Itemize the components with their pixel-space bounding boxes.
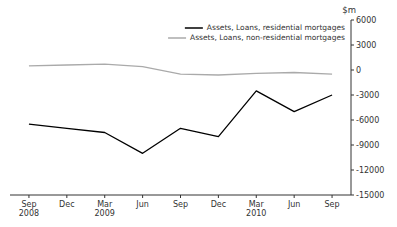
x-tick — [28, 195, 29, 198]
y-tick — [351, 120, 354, 121]
y-tick-label: 0 — [356, 66, 361, 75]
y-tick — [351, 45, 354, 46]
y-tick-label: -6000 — [356, 116, 379, 125]
y-tick — [351, 170, 354, 171]
y-tick-label: 3000 — [356, 41, 376, 50]
x-tick-label: Jun — [287, 200, 301, 209]
y-tick — [351, 20, 354, 21]
x-tick — [104, 195, 105, 198]
legend-swatch — [168, 37, 186, 39]
y-tick-label: -9000 — [356, 141, 379, 150]
y-tick-label: -3000 — [356, 91, 379, 100]
plot-area — [29, 64, 332, 153]
x-tick — [218, 195, 219, 198]
x-tick-label: Jun — [135, 200, 149, 209]
x-tick-label: Dec — [211, 200, 226, 209]
x-tick — [256, 195, 257, 198]
x-tick — [294, 195, 295, 198]
x-tick-label: Sep — [325, 200, 340, 209]
x-tick — [142, 195, 143, 198]
x-tick-label: Sep — [173, 200, 188, 209]
y-tick — [351, 145, 354, 146]
chart: -15000 -12000 -9000 -6000 -3000 0 3000 6000$m Se… — [0, 0, 397, 227]
legend-swatch — [185, 27, 203, 29]
legend-label: Assets, Loans, non-residential mortgages — [190, 33, 345, 42]
legend-label: Assets, Loans, residential mortgages — [207, 23, 345, 32]
x-tick — [332, 195, 333, 198]
legend: Assets, Loans, residential mortgagesAsse… — [168, 23, 345, 42]
y-tick — [351, 70, 354, 71]
x-tick-label: Mar2009 — [95, 200, 115, 218]
x-tick-label: Dec — [59, 200, 74, 209]
y-tick — [351, 95, 354, 96]
y-tick-label: -12000 — [356, 166, 384, 175]
x-tick — [66, 195, 67, 198]
series-line — [29, 91, 332, 154]
y-tick — [351, 195, 354, 196]
y-axis-label: $m — [342, 5, 356, 15]
y-tick-label: 6000 — [356, 16, 376, 25]
y-axis-line — [351, 20, 352, 195]
series-line — [29, 64, 332, 75]
y-tick-label: -15000 — [356, 191, 384, 200]
x-tick — [180, 195, 181, 198]
x-tick-label: Sep2008 — [19, 200, 39, 218]
x-tick-label: Mar2010 — [246, 200, 266, 218]
